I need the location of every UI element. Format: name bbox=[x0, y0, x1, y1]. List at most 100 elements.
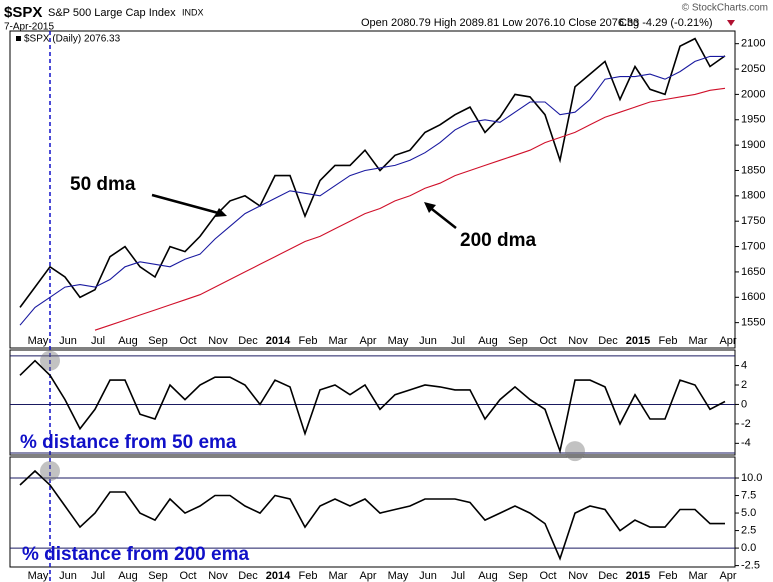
series-line bbox=[94, 87, 726, 331]
y-tick-label: 1800 bbox=[741, 190, 765, 202]
x-tick-label: Jun bbox=[419, 335, 437, 347]
x-tick-label: Aug bbox=[118, 570, 138, 582]
x-tick-label: Jul bbox=[91, 335, 105, 347]
y-tick-label: -2.5 bbox=[741, 560, 760, 572]
y-tick-label: -2 bbox=[741, 418, 751, 430]
x-tick-label: Sep bbox=[508, 335, 528, 347]
x-tick-label: Apr bbox=[359, 335, 376, 347]
x-tick-label: Oct bbox=[179, 570, 196, 582]
panel-frame bbox=[9, 456, 736, 568]
x-tick-label: May bbox=[28, 335, 49, 347]
x-tick-label: Jul bbox=[91, 570, 105, 582]
x-tick-label: Nov bbox=[568, 335, 588, 347]
x-tick-label: Feb bbox=[299, 570, 318, 582]
annotation: 200 dma bbox=[460, 230, 536, 251]
x-tick-label: Nov bbox=[208, 335, 228, 347]
arrow bbox=[427, 205, 457, 229]
y-tick-label: -4 bbox=[741, 437, 751, 449]
x-tick-label: Aug bbox=[478, 335, 498, 347]
x-tick-label: May bbox=[28, 570, 49, 582]
x-tick-label: Jun bbox=[59, 335, 77, 347]
y-tick-label: 1950 bbox=[741, 114, 765, 126]
x-tick-label: Mar bbox=[689, 570, 708, 582]
x-tick-label: Sep bbox=[508, 570, 528, 582]
y-tick-label: 1600 bbox=[741, 291, 765, 303]
y-tick-label: 2000 bbox=[741, 88, 765, 100]
x-tick-label: Jun bbox=[419, 570, 437, 582]
x-tick-label: Mar bbox=[329, 335, 348, 347]
y-tick-label: 2 bbox=[741, 379, 747, 391]
x-tick-label: Dec bbox=[598, 335, 618, 347]
x-tick-label: Oct bbox=[539, 335, 556, 347]
series-line bbox=[19, 55, 725, 326]
x-tick-label: Sep bbox=[148, 570, 168, 582]
x-tick-label: Mar bbox=[689, 335, 708, 347]
x-tick-label: Aug bbox=[118, 335, 138, 347]
x-tick-label: Mar bbox=[329, 570, 348, 582]
annotation: 50 dma bbox=[70, 174, 136, 195]
x-tick-label: Sep bbox=[148, 335, 168, 347]
y-tick-label: 2050 bbox=[741, 63, 765, 75]
x-tick-label: Feb bbox=[299, 335, 318, 347]
y-tick-label: 1700 bbox=[741, 240, 765, 252]
x-tick-label: Dec bbox=[598, 570, 618, 582]
panel-frame bbox=[9, 349, 736, 456]
x-tick-label: Jul bbox=[451, 335, 465, 347]
x-tick-label: Nov bbox=[208, 570, 228, 582]
highlight-circle bbox=[40, 350, 60, 371]
x-tick-label: Jul bbox=[451, 570, 465, 582]
quote: Open 2080.79 High 2089.81 Low 2076.10 Cl… bbox=[361, 17, 639, 29]
y-tick-label: 1650 bbox=[741, 266, 765, 278]
x-tick-label: May bbox=[388, 335, 409, 347]
y-tick-label: 7.5 bbox=[741, 489, 756, 501]
date: 7-Apr-2015 bbox=[4, 22, 54, 33]
x-tick-label: Feb bbox=[659, 335, 678, 347]
legend-swatch bbox=[16, 36, 21, 41]
y-tick-label: 1900 bbox=[741, 139, 765, 151]
x-tick-label: Dec bbox=[238, 335, 258, 347]
series-line bbox=[19, 37, 726, 308]
highlight-circle bbox=[565, 441, 585, 462]
y-tick-label: 1850 bbox=[741, 164, 765, 176]
credit: © StockCharts.com bbox=[682, 3, 768, 14]
y-tick-label: 1550 bbox=[741, 317, 765, 329]
y-tick-label: 0 bbox=[741, 398, 747, 410]
arrow bbox=[151, 193, 223, 216]
x-tick-label: May bbox=[388, 570, 409, 582]
panel-title: % distance from 50 ema bbox=[20, 432, 237, 453]
down-arrow bbox=[727, 20, 735, 26]
y-tick-label: 4 bbox=[741, 359, 747, 371]
x-tick-label: Aug bbox=[478, 570, 498, 582]
x-tick-label: Apr bbox=[719, 570, 736, 582]
change: Chg -4.29 (-0.21%) bbox=[619, 17, 713, 29]
y-tick-label: 10.0 bbox=[741, 472, 762, 484]
y-tick-label: 5.0 bbox=[741, 507, 756, 519]
y-tick-label: 2.5 bbox=[741, 524, 756, 536]
price-frame bbox=[9, 30, 736, 349]
arrowhead bbox=[424, 202, 436, 213]
x-tick-label: 2015 bbox=[626, 335, 650, 347]
x-tick-label: Nov bbox=[568, 570, 588, 582]
panel-title: % distance from 200 ema bbox=[22, 544, 249, 565]
x-tick-label: 2014 bbox=[266, 570, 291, 582]
x-tick-label: 2015 bbox=[626, 570, 650, 582]
x-tick-label: Dec bbox=[238, 570, 258, 582]
highlight-circle bbox=[40, 461, 60, 482]
x-tick-label: Oct bbox=[179, 335, 196, 347]
series-line bbox=[19, 469, 725, 561]
y-tick-label: 1750 bbox=[741, 215, 765, 227]
legend-label: $SPX (Daily) 2076.33 bbox=[24, 34, 121, 45]
x-tick-label: Oct bbox=[539, 570, 556, 582]
x-tick-label: Apr bbox=[359, 570, 376, 582]
x-tick-label: Apr bbox=[719, 335, 736, 347]
y-tick-label: 2100 bbox=[741, 38, 765, 50]
x-tick-label: Feb bbox=[659, 570, 678, 582]
symbol: $SPX bbox=[4, 4, 42, 21]
exchange: INDX bbox=[182, 7, 204, 17]
index-name: S&P 500 Large Cap Index bbox=[48, 7, 176, 19]
x-tick-label: 2014 bbox=[266, 335, 291, 347]
series-line bbox=[19, 359, 726, 455]
y-tick-label: 0.0 bbox=[741, 542, 756, 554]
x-tick-label: Jun bbox=[59, 570, 77, 582]
